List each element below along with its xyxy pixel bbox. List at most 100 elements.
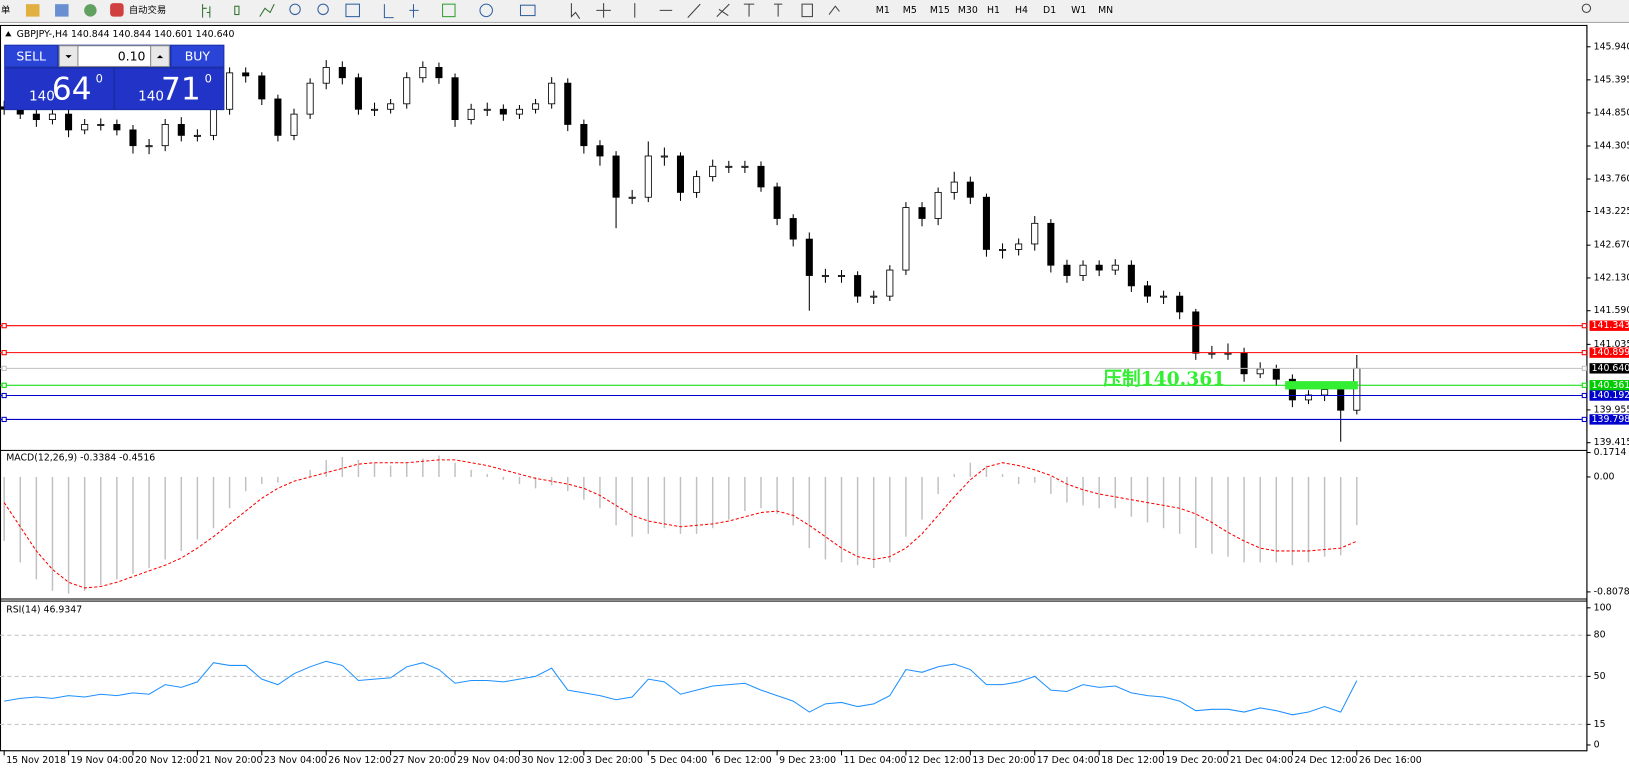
- macd-bar: [663, 476, 666, 529]
- drawing-tools: [570, 3, 1592, 19]
- icon-button[interactable]: [234, 5, 240, 16]
- candle-body: [145, 145, 153, 148]
- candle-body: [886, 269, 894, 297]
- macd-bar: [824, 476, 827, 560]
- candle-body: [902, 207, 910, 271]
- level-handle[interactable]: [1581, 350, 1587, 356]
- level-handle[interactable]: [1, 416, 7, 423]
- x-tick-label: 19 Nov 04:00: [71, 755, 134, 766]
- autotrade-icon[interactable]: [110, 3, 124, 17]
- macd-bar: [422, 458, 424, 477]
- icon-button[interactable]: [479, 3, 493, 18]
- candle-body: [789, 218, 797, 240]
- level-handle[interactable]: [1581, 382, 1587, 388]
- icon-button[interactable]: [828, 5, 840, 15]
- icon-button[interactable]: [442, 3, 456, 18]
- macd-bar: [969, 462, 972, 477]
- macd-bar: [212, 476, 215, 529]
- candle-body: [1176, 295, 1184, 313]
- candle-body: [757, 165, 765, 188]
- candle-body: [306, 82, 314, 115]
- y-tick-label: 142.130: [1594, 272, 1629, 283]
- arrow: [156, 55, 164, 59]
- macd-bar: [277, 476, 279, 483]
- y-tick-label: 145.940: [1594, 41, 1629, 52]
- candle-body: [1031, 222, 1039, 245]
- level-handle[interactable]: [1, 392, 7, 399]
- icon-button[interactable]: [317, 3, 329, 16]
- icon-button[interactable]: [519, 4, 536, 17]
- icon-button[interactable]: [259, 3, 275, 17]
- macd-bar: [985, 465, 988, 477]
- level-handle[interactable]: [1, 350, 7, 356]
- icon-button[interactable]: [383, 4, 419, 19]
- icon-button[interactable]: [84, 4, 97, 17]
- macd-bar: [550, 476, 553, 486]
- level-handle[interactable]: [1581, 392, 1587, 399]
- bid-box[interactable]: [5, 68, 114, 110]
- macd-bar: [872, 476, 875, 569]
- macd-bar: [244, 476, 247, 492]
- icon-button[interactable]: [202, 4, 211, 18]
- timeframe-button[interactable]: H4: [1015, 5, 1028, 16]
- macd-bar: [389, 465, 392, 477]
- candle-body: [226, 72, 234, 110]
- candle-body: [660, 155, 668, 158]
- sell-button[interactable]: [5, 45, 58, 67]
- icon-button[interactable]: [634, 3, 730, 19]
- candle-body: [773, 186, 781, 219]
- icon-button[interactable]: [743, 3, 813, 18]
- timeframe-button[interactable]: W1: [1071, 5, 1086, 16]
- candle-body: [676, 155, 685, 193]
- candle-body: [209, 108, 218, 136]
- sell-label: SELL: [16, 49, 46, 64]
- macd-bar: [454, 462, 456, 477]
- icon-button[interactable]: [596, 3, 611, 18]
- macd-bar: [1146, 476, 1149, 523]
- ask-box[interactable]: [115, 68, 224, 110]
- search-icon[interactable]: [1581, 3, 1592, 13]
- level-handle[interactable]: [1581, 323, 1587, 329]
- level-label-bg: [1589, 390, 1629, 401]
- candle-body: [982, 196, 990, 250]
- price-big-figure: 140: [138, 89, 164, 105]
- buy-button[interactable]: [171, 45, 224, 67]
- timeframe-button[interactable]: H1: [987, 5, 1000, 16]
- icon-button[interactable]: [345, 3, 360, 18]
- macd-bar: [1323, 476, 1326, 557]
- candle-body: [1063, 264, 1071, 276]
- y-tick-label: 143.225: [1594, 206, 1629, 217]
- icon-button[interactable]: [25, 4, 40, 17]
- candle-body: [113, 124, 121, 131]
- icon-button[interactable]: [55, 4, 69, 17]
- timeframe-button[interactable]: M30: [958, 5, 978, 16]
- level-label-bg: [1589, 414, 1629, 425]
- collapse-arrow[interactable]: [5, 31, 12, 37]
- candle-body: [564, 82, 572, 125]
- candle-body: [709, 165, 717, 178]
- level-handle[interactable]: [1581, 416, 1587, 423]
- candle-body: [338, 66, 346, 79]
- icon-button[interactable]: [289, 3, 301, 16]
- timeframe-button[interactable]: M5: [903, 5, 917, 16]
- menu-label[interactable]: 单: [1, 4, 10, 16]
- macd-bar: [132, 476, 134, 574]
- level-label: 140.361: [1592, 380, 1629, 391]
- timeframe-button[interactable]: MN: [1098, 5, 1113, 16]
- candle-body: [1208, 352, 1216, 355]
- candle-body: [870, 295, 878, 298]
- icon-button[interactable]: [570, 3, 581, 19]
- y-tick-label: 80: [1594, 630, 1606, 641]
- timeframe-button[interactable]: M15: [930, 5, 950, 16]
- macd-bar: [792, 476, 794, 526]
- macd-bar: [1066, 476, 1068, 503]
- candle-body: [1015, 243, 1023, 250]
- level-handle[interactable]: [1581, 365, 1587, 371]
- level-handle[interactable]: [1, 382, 7, 388]
- timeframe-button[interactable]: D1: [1043, 5, 1056, 16]
- level-handle[interactable]: [1, 323, 7, 329]
- candle-body: [612, 155, 620, 198]
- timeframe-button[interactable]: M1: [876, 5, 890, 16]
- autotrade-label[interactable]: 自动交易: [129, 4, 166, 16]
- level-handle[interactable]: [1, 365, 7, 371]
